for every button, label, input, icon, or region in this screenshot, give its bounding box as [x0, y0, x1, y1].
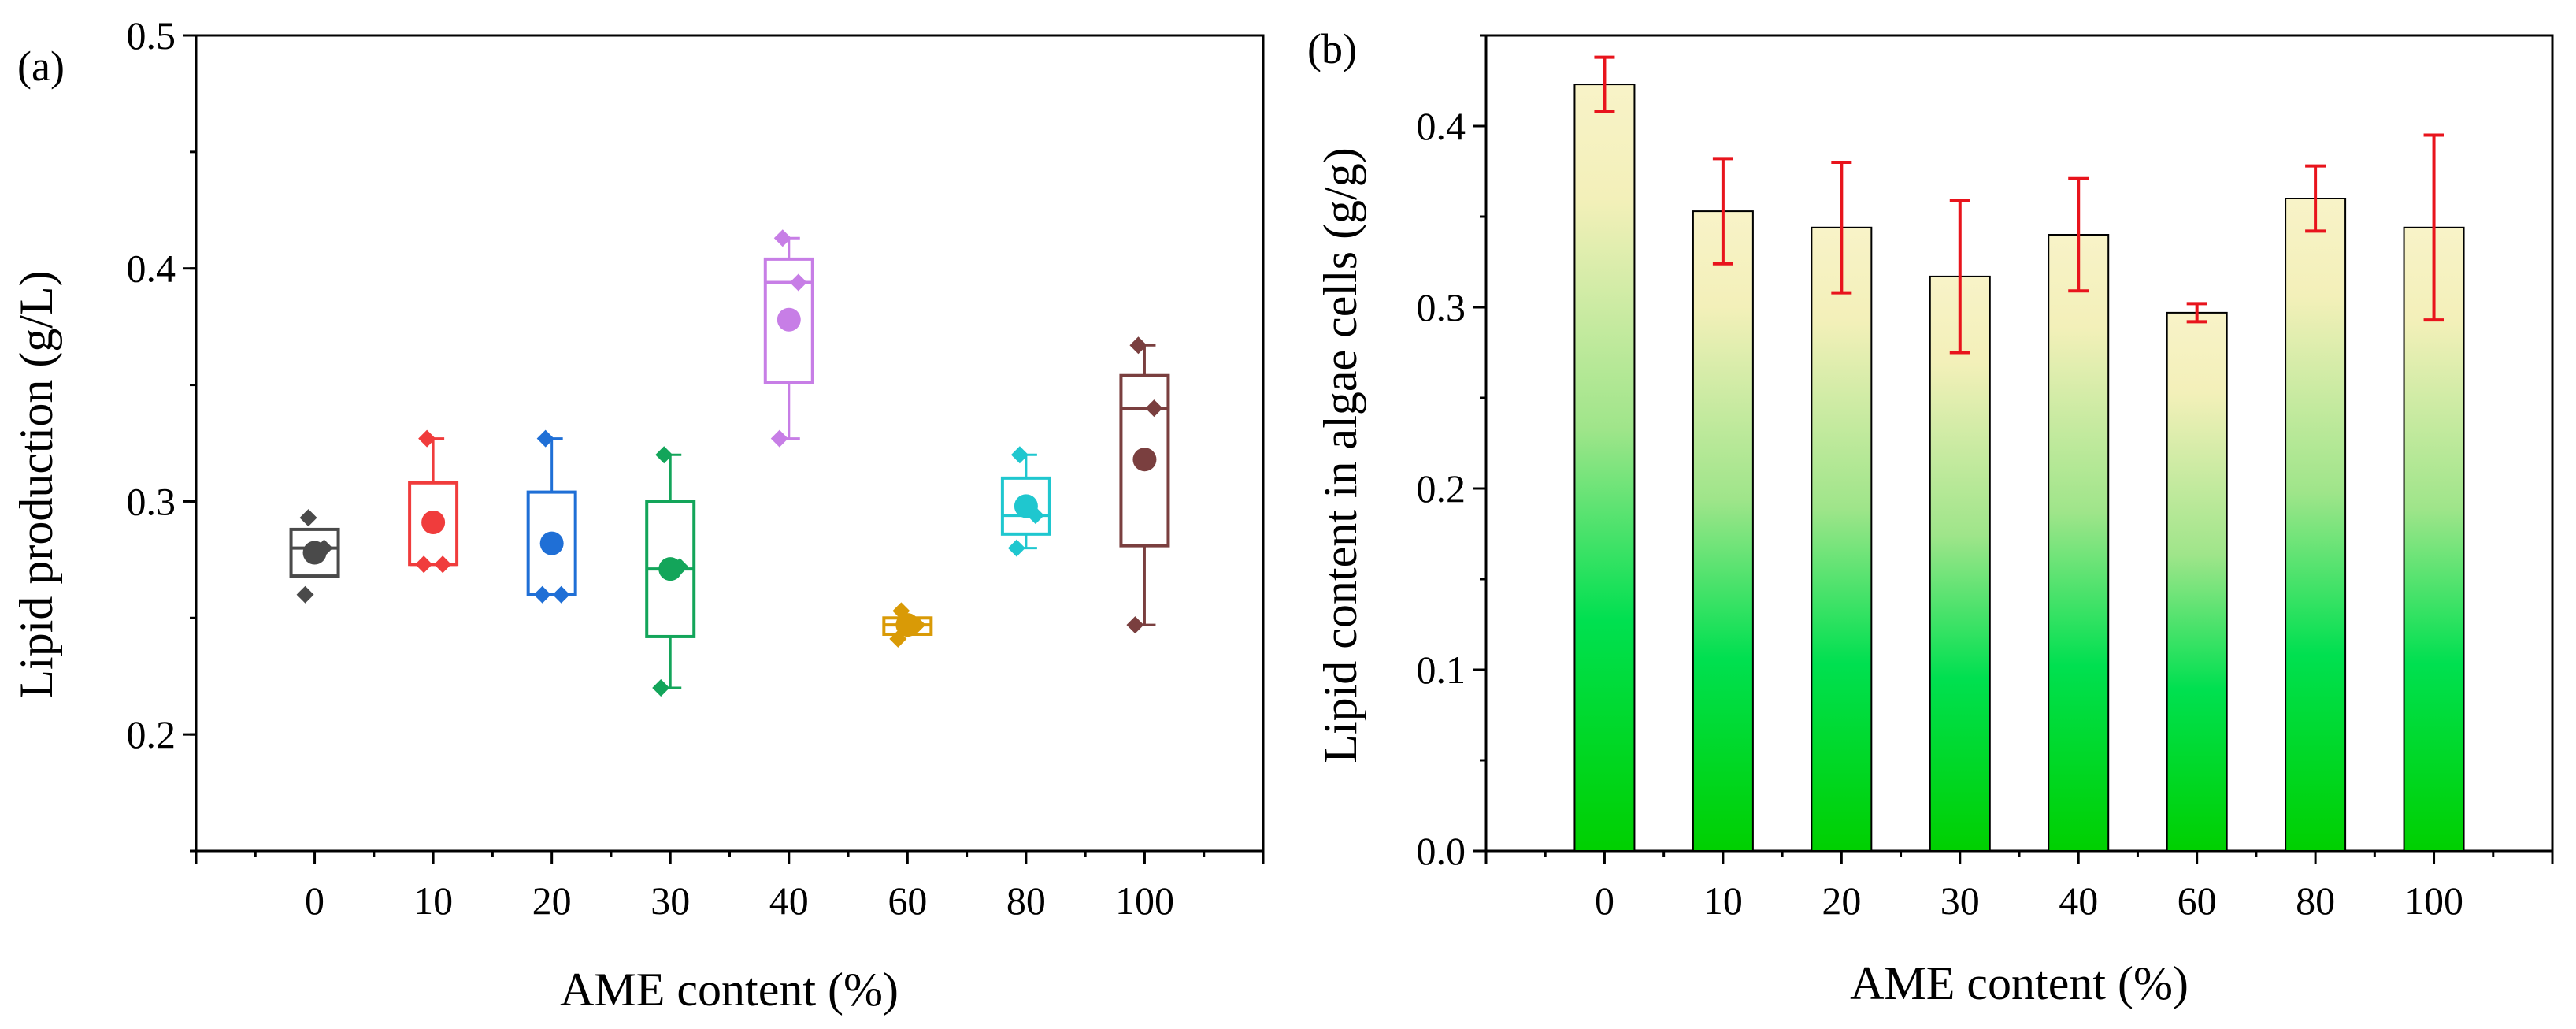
y-tick-label: 0.3 [127, 479, 176, 523]
data-point [773, 229, 791, 247]
panel-a-y-axis: 0.2 0.3 0.4 0.5 [127, 13, 196, 853]
x-tick-label: 80 [1006, 879, 1046, 923]
x-tick-label: 10 [413, 879, 453, 923]
mean-marker [302, 541, 327, 565]
box-group-20 [526, 429, 577, 604]
data-point [770, 429, 788, 448]
panel-a-plot-frame [195, 34, 1265, 853]
x-tick-label: 100 [1115, 879, 1174, 923]
y-tick-label: 0.5 [127, 13, 176, 58]
panel-a-x-axis-title: AME content (%) [560, 964, 899, 1016]
data-point [415, 555, 433, 574]
y-tick-label: 0.4 [1417, 104, 1466, 148]
data-point [434, 555, 452, 574]
panel-a: (a) 0.2 0.3 0.4 0.5 0 10 20 30 40 60 80 100 AME co… [10, 13, 1265, 1016]
error-bar-20 [1831, 161, 1852, 295]
bar-100 [2403, 226, 2465, 852]
y-tick-label: 0.1 [1417, 648, 1466, 692]
panel-b-bars [1573, 84, 2465, 853]
data-point [418, 429, 436, 448]
x-tick-label: 100 [2404, 879, 2463, 923]
panel-b: (b) 0.0 0.1 0.2 0.3 0.4 0 10 20 30 40 60 80 100 AME… [1307, 25, 2554, 1009]
data-point [789, 273, 807, 292]
bar-60 [2166, 311, 2228, 852]
error-bar-30 [1949, 199, 1970, 355]
box-iqr [1000, 476, 1051, 536]
data-point [652, 679, 670, 697]
x-tick-label: 60 [888, 879, 927, 923]
x-tick-label: 40 [769, 879, 809, 923]
error-bar-100 [2423, 133, 2444, 322]
panel-a-boxes [289, 229, 1170, 697]
bar-20 [1811, 226, 1873, 852]
bar-0 [1573, 84, 1636, 853]
panel-b-y-axis-title: Lipid content in algae cells (g/g) [1314, 147, 1366, 763]
panel-a-x-axis: 0 10 20 30 40 60 80 100 [195, 851, 1265, 923]
data-point [296, 585, 314, 604]
mean-marker [895, 613, 920, 637]
bar-30 [1929, 275, 1991, 852]
y-tick-label: 0.4 [127, 247, 176, 291]
mean-marker [1014, 494, 1038, 518]
x-tick-label: 20 [1822, 879, 1861, 923]
y-tick-label: 0.2 [1417, 466, 1466, 511]
panel-b-y-axis: 0.0 0.1 0.2 0.3 0.4 [1417, 34, 1486, 873]
data-point [655, 446, 673, 464]
data-point [1010, 446, 1029, 464]
data-point [533, 585, 551, 604]
y-tick-label: 0.0 [1417, 829, 1466, 873]
panel-b-label: (b) [1307, 25, 1357, 72]
y-tick-label: 0.3 [1417, 285, 1466, 329]
box-group-80 [1000, 446, 1051, 557]
x-tick-label: 60 [2178, 879, 2217, 923]
data-point [536, 429, 554, 448]
mean-marker [777, 307, 801, 332]
panel-a-y-axis-title: Lipid production (g/L) [10, 270, 62, 698]
error-bar-0 [1594, 55, 1615, 113]
box-group-60 [882, 602, 933, 648]
mean-marker [539, 531, 564, 555]
error-bar-60 [2186, 302, 2207, 324]
bar-10 [1692, 210, 1754, 853]
data-point [1007, 539, 1025, 557]
box-iqr [1119, 373, 1170, 548]
panel-b-error-bars [1594, 55, 2444, 355]
x-tick-label: 40 [2059, 879, 2098, 923]
x-tick-label: 30 [1940, 879, 1980, 923]
data-point [1129, 336, 1147, 355]
mean-marker [1132, 448, 1157, 472]
mean-marker [658, 557, 683, 581]
error-bar-80 [2305, 164, 2326, 233]
box-group-30 [645, 446, 696, 697]
bar-40 [2048, 234, 2110, 852]
box-group-100 [1119, 336, 1170, 634]
box-iqr [289, 527, 340, 578]
panel-b-x-axis: 0 10 20 30 40 60 80 100 [1484, 851, 2554, 923]
panel-a-label: (a) [17, 43, 65, 90]
data-point [1126, 616, 1144, 634]
x-tick-label: 0 [1595, 879, 1614, 923]
x-tick-label: 10 [1703, 879, 1743, 923]
box-group-40 [763, 229, 814, 448]
x-tick-label: 0 [305, 879, 324, 923]
error-bar-10 [1712, 157, 1733, 266]
x-tick-label: 80 [2296, 879, 2335, 923]
box-group-0 [289, 509, 340, 604]
x-tick-label: 20 [532, 879, 572, 923]
data-point [299, 509, 317, 527]
error-bar-40 [2068, 176, 2089, 293]
panel-b-x-axis-title: AME content (%) [1850, 957, 2189, 1009]
box-iqr [763, 257, 814, 384]
panel-b-plot-frame [1484, 34, 2554, 853]
data-point [552, 585, 570, 604]
y-tick-label: 0.2 [127, 712, 176, 756]
box-group-10 [408, 429, 459, 574]
bar-80 [2285, 198, 2347, 852]
data-point [1145, 399, 1163, 418]
mean-marker [421, 511, 446, 535]
x-tick-label: 30 [650, 879, 690, 923]
